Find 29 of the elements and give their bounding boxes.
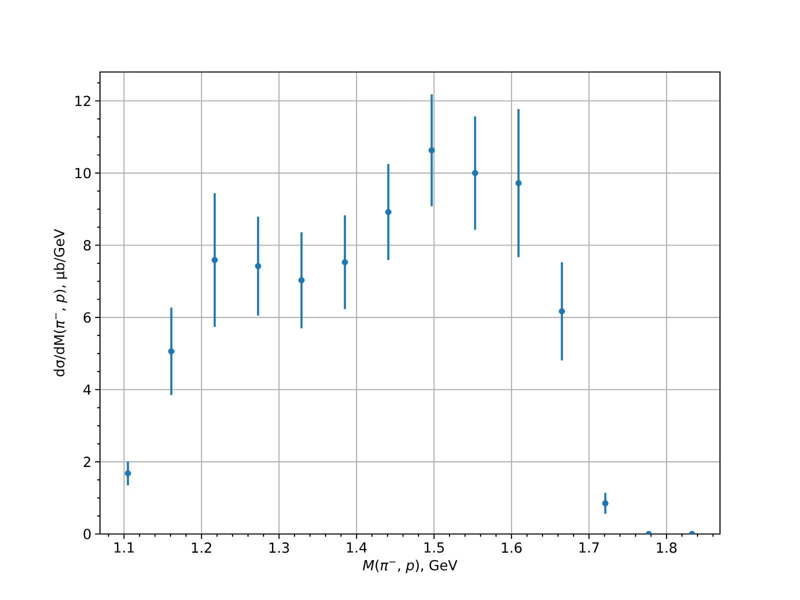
point: [385, 208, 392, 216]
x-tick-label: 1.4: [347, 542, 367, 553]
y-tick-label: 10: [75, 168, 91, 178]
x-tick-label: 1.6: [502, 542, 522, 553]
point: [342, 259, 348, 266]
y-tick-label: 0: [84, 528, 91, 540]
point: [298, 277, 305, 284]
x-tick-label: 1.2: [192, 542, 212, 553]
point: [602, 500, 608, 506]
y-axis-title: dσ/dM(π$^{−}$, p), μb/GeV: [54, 228, 68, 376]
point: [515, 180, 522, 186]
x-tick-label: 1.1: [114, 542, 134, 553]
x-tick-label: 1.3: [270, 542, 289, 553]
point: [254, 263, 262, 270]
y-tick-label: 6: [84, 312, 91, 323]
point: [212, 256, 218, 264]
x-tick-label: 1.7: [580, 542, 599, 553]
point: [124, 470, 132, 477]
y-tick-label: 12: [75, 96, 90, 106]
point: [558, 308, 566, 314]
x-tick-label: 1.8: [657, 542, 677, 553]
y-tick-label: 8: [84, 240, 91, 250]
point: [472, 170, 478, 176]
y-tick-label: 2: [84, 456, 90, 467]
point: [428, 147, 435, 154]
x-tick-label: 1.5: [424, 542, 444, 553]
x-axis-title: M(π$^{−}$, p), GeV: [362, 560, 458, 574]
y-tick-label: 4: [83, 384, 91, 395]
point: [168, 348, 174, 355]
